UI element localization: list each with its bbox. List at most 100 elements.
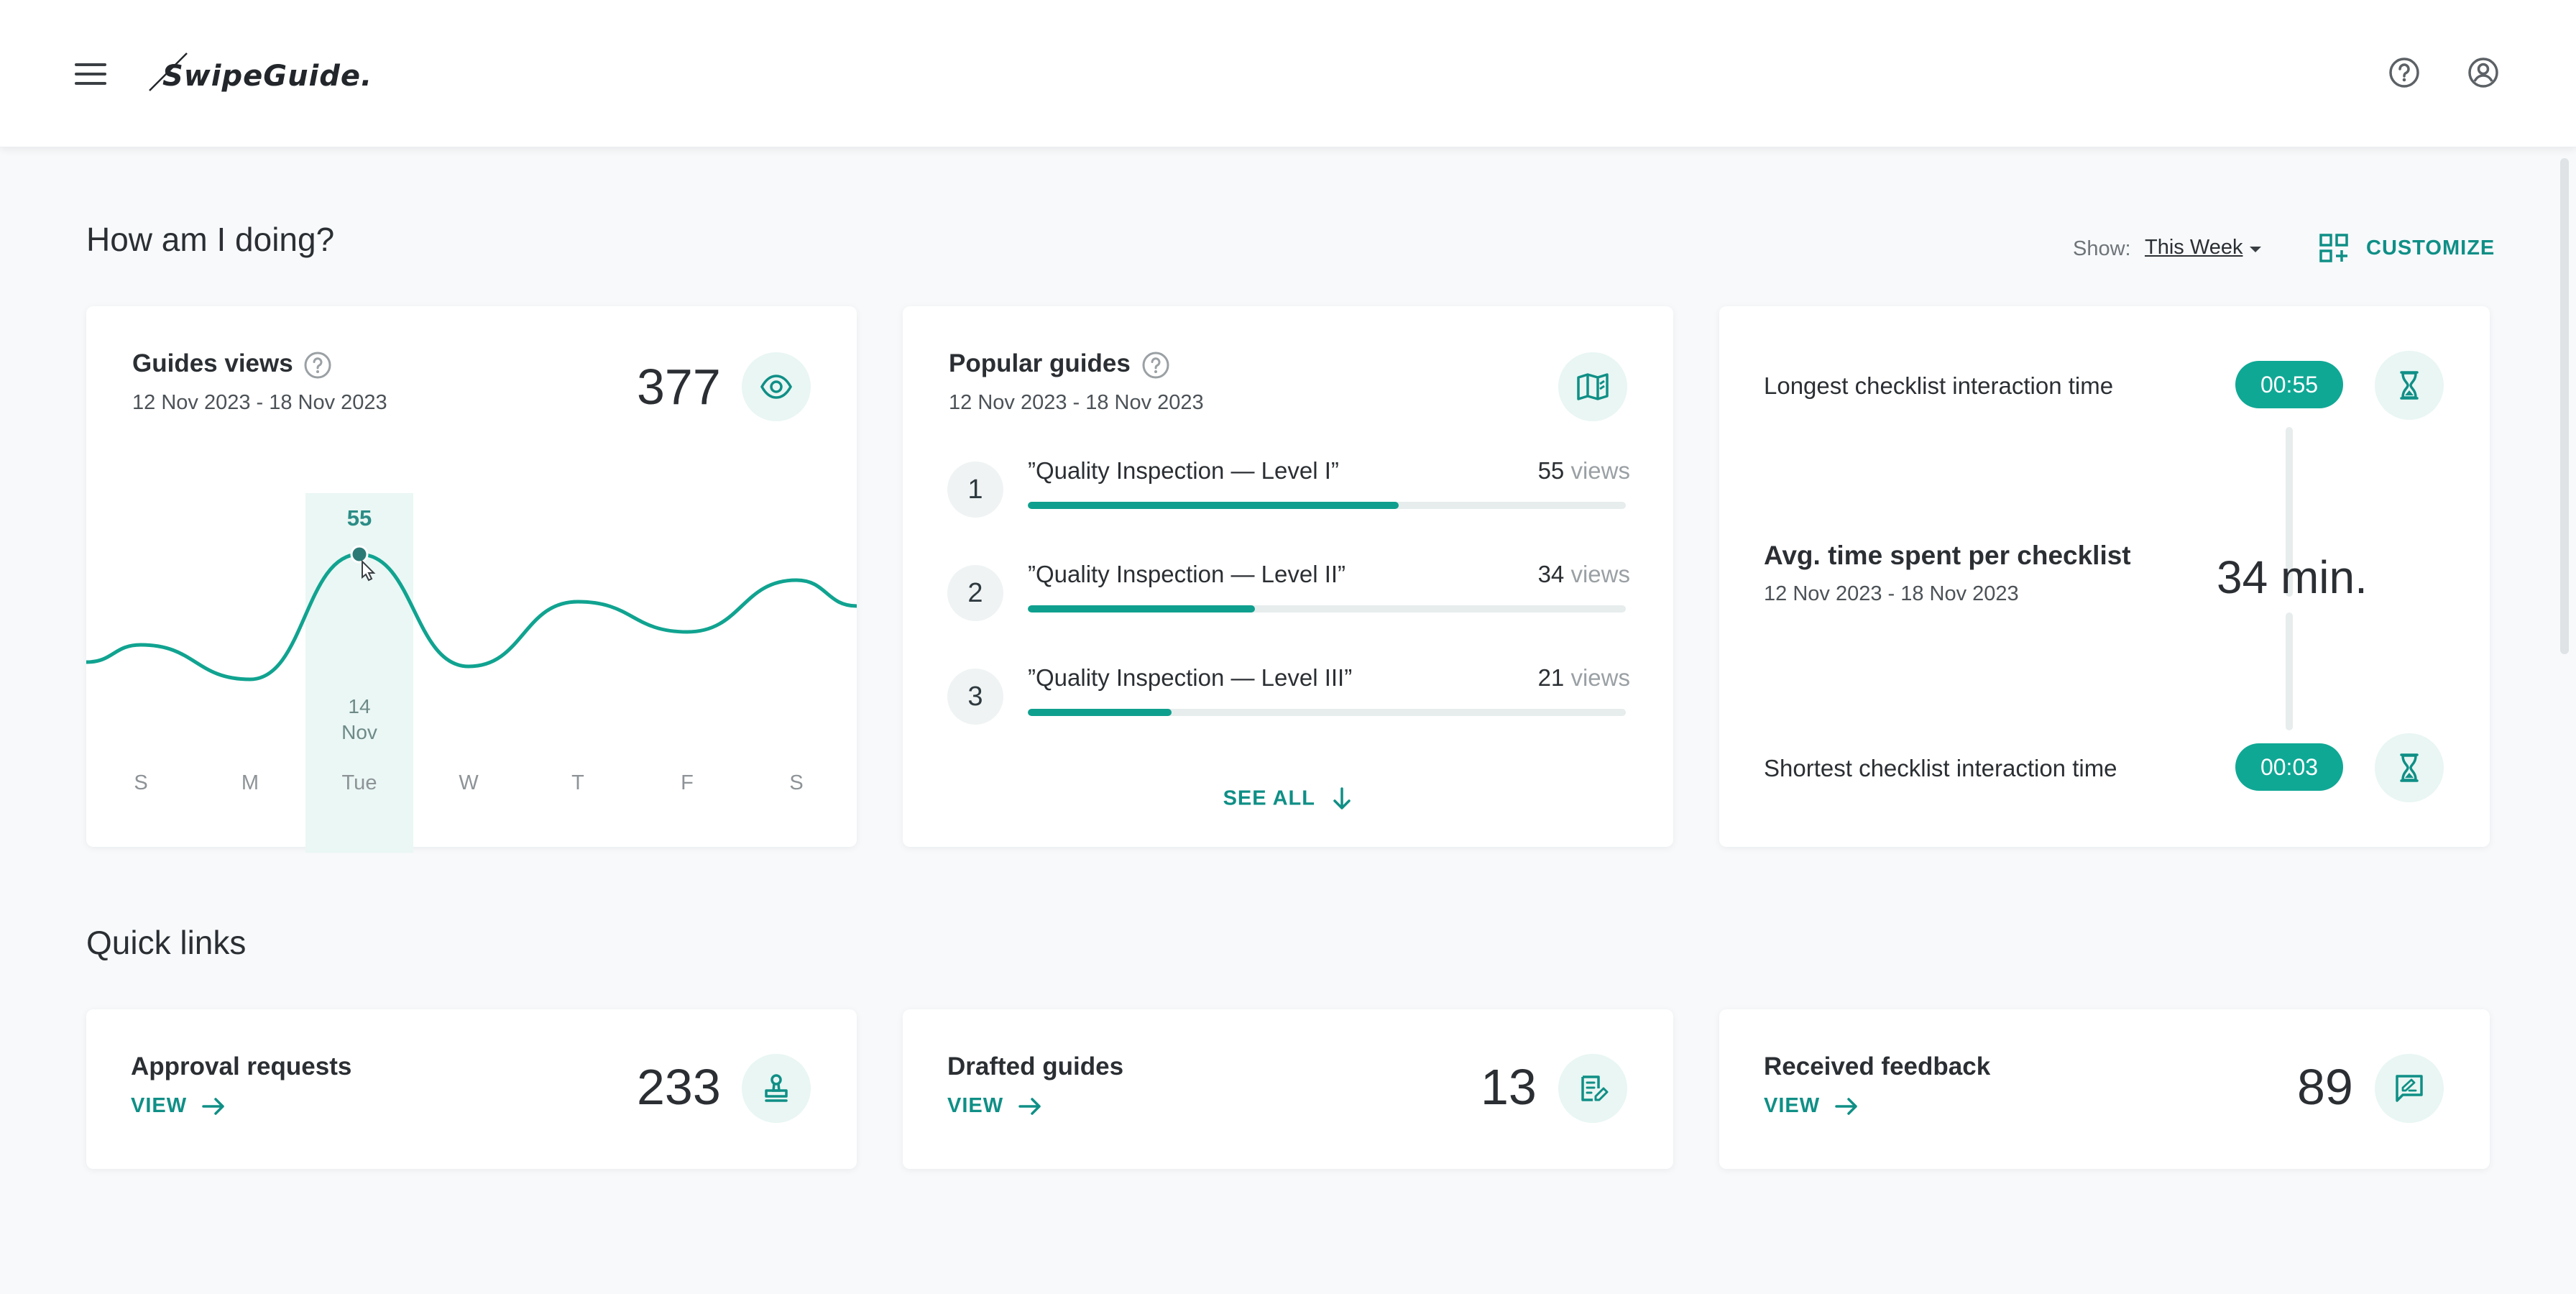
hourglass-icon-badge (2375, 733, 2444, 802)
see-all-button[interactable]: SEE ALL (903, 786, 1673, 811)
hand-cursor-icon (362, 559, 376, 582)
x-tick-label: T (571, 771, 584, 794)
guide-views-count: 34 views (1537, 561, 1630, 587)
view-label: VIEW (131, 1094, 188, 1117)
avg-time-date-range: 12 Nov 2023 - 18 Nov 2023 (1764, 582, 2019, 605)
popular-guide-item-1[interactable]: 1 ”Quality Inspection — Level I” 55 view… (947, 457, 1630, 543)
guides-views-title: Guides views (132, 349, 293, 377)
guides-views-card: Guides views 12 Nov 2023 - 18 Nov 2023 3… (86, 306, 857, 853)
customize-label: CUSTOMIZE (2366, 236, 2496, 260)
rank-badge: 2 (947, 565, 1003, 621)
popular-guide-item-3[interactable]: 3 ”Quality Inspection — Level III” 21 vi… (947, 664, 1630, 751)
view-received-feedback-link[interactable]: VIEW (1764, 1094, 1859, 1118)
scrollbar-thumb[interactable] (2560, 158, 2569, 654)
guide-name[interactable]: ”Quality Inspection — Level III” (1028, 664, 1353, 691)
views-series-line (86, 552, 857, 682)
draft-document-icon (1581, 1075, 1609, 1101)
help-circle-icon[interactable] (1141, 351, 1170, 380)
popular-guides-date-range: 12 Nov 2023 - 18 Nov 2023 (949, 391, 1204, 414)
x-tick-label: S (789, 771, 803, 794)
quick-link-title: Received feedback (1764, 1052, 1991, 1080)
quick-link-approval-requests[interactable]: Approval requests VIEW 233 (86, 1009, 857, 1169)
eye-icon-badge (742, 352, 811, 421)
open-book-icon-badge (1558, 352, 1627, 421)
popular-guide-item-2[interactable]: 2 ”Quality Inspection — Level II” 34 vie… (947, 561, 1630, 647)
x-tick-label: W (459, 771, 479, 794)
highlight-data-point[interactable] (350, 545, 369, 564)
highlight-value-label: 55 (347, 505, 372, 531)
highlight-date-month: Nov (341, 721, 377, 743)
quick-link-received-feedback[interactable]: Received feedback VIEW 89 (1719, 1009, 2490, 1169)
x-tick-label: M (242, 771, 259, 794)
feedback-icon (2396, 1075, 2423, 1102)
view-approval-requests-link[interactable]: VIEW (131, 1094, 226, 1118)
longest-interaction-value: 00:55 (2235, 361, 2343, 408)
guide-name[interactable]: ”Quality Inspection — Level I” (1028, 457, 1339, 484)
stamp-icon (765, 1074, 788, 1102)
account-circle-icon[interactable] (2467, 56, 2500, 89)
x-tick-label: Tue (342, 771, 377, 794)
quick-link-count: 89 (2297, 1059, 2353, 1115)
longest-interaction-label: Longest checklist interaction time (1764, 372, 2114, 399)
shortest-interaction-label: Shortest checklist interaction time (1764, 755, 2117, 781)
help-circle-icon[interactable] (303, 351, 332, 380)
highlight-date-day: 14 (348, 695, 370, 717)
quick-link-count: 13 (1481, 1059, 1537, 1115)
guide-views-count: 21 views (1537, 664, 1630, 691)
popular-guides-title: Popular guides (949, 349, 1131, 377)
timeline-line-bottom (2286, 612, 2293, 730)
caret-down-icon[interactable] (2248, 244, 2263, 254)
arrow-right-icon (1835, 1097, 1857, 1115)
customize-button[interactable]: CUSTOMIZE (2319, 230, 2495, 266)
guide-progress-bar (1028, 502, 1626, 509)
guide-views-count: 55 views (1537, 457, 1630, 484)
dashboard-customize-icon (2319, 234, 2348, 262)
draft-document-icon-badge (1558, 1054, 1627, 1123)
shortest-interaction-value: 00:03 (2235, 743, 2343, 791)
brand-name: SwipeGuide. (162, 60, 373, 93)
arrow-right-icon (1018, 1097, 1041, 1115)
quick-link-count: 233 (637, 1059, 721, 1115)
top-header: SwipeGuide. (0, 0, 2576, 147)
avg-time-title: Avg. time spent per checklist (1764, 541, 2131, 570)
timeline-line-top (2286, 427, 2293, 597)
x-tick-label: S (134, 771, 147, 794)
quick-link-drafted-guides[interactable]: Drafted guides VIEW 13 (903, 1009, 1673, 1169)
eye-icon (760, 375, 792, 399)
guide-name[interactable]: ”Quality Inspection — Level II” (1028, 561, 1346, 587)
rank-badge: 3 (947, 669, 1003, 725)
x-tick-label: F (681, 771, 694, 794)
quick-link-title: Approval requests (131, 1052, 352, 1080)
see-all-label: SEE ALL (1223, 786, 1315, 810)
menu-icon[interactable] (75, 63, 106, 85)
guides-views-total: 377 (637, 359, 721, 415)
view-drafted-guides-link[interactable]: VIEW (947, 1094, 1042, 1118)
period-select[interactable]: This Week (2145, 236, 2243, 259)
quick-links-title: Quick links (86, 924, 247, 961)
hourglass-icon-badge (2375, 351, 2444, 420)
guide-progress-bar (1028, 709, 1626, 716)
guide-progress-bar (1028, 605, 1626, 612)
avg-time-value: 34 min. (2217, 551, 2368, 603)
guides-views-date-range: 12 Nov 2023 - 18 Nov 2023 (132, 391, 387, 414)
view-label: VIEW (1764, 1094, 1821, 1117)
popular-guides-card: Popular guides 12 Nov 2023 - 18 Nov 2023… (903, 306, 1673, 847)
brand-logo[interactable]: SwipeGuide. (149, 47, 373, 105)
arrow-right-icon (202, 1097, 224, 1115)
stamp-icon-badge (742, 1054, 811, 1123)
page-title: How am I doing? (86, 221, 335, 258)
checklist-time-card: Longest checklist interaction time 00:55… (1719, 306, 2490, 847)
view-label: VIEW (947, 1094, 1004, 1117)
arrow-down-icon (1333, 787, 1351, 809)
rank-badge: 1 (947, 462, 1003, 518)
help-circle-icon[interactable] (2388, 56, 2421, 89)
hourglass-icon (2400, 753, 2419, 782)
show-filter-label: Show: (2073, 237, 2131, 260)
hourglass-icon (2400, 371, 2419, 400)
feedback-icon-badge (2375, 1054, 2444, 1123)
logo-slash-icon (149, 52, 188, 91)
quick-link-title: Drafted guides (947, 1052, 1124, 1080)
guide-views-chart: 55 14 Nov S M Tue W T F S (86, 493, 857, 853)
open-book-icon (1577, 373, 1609, 400)
